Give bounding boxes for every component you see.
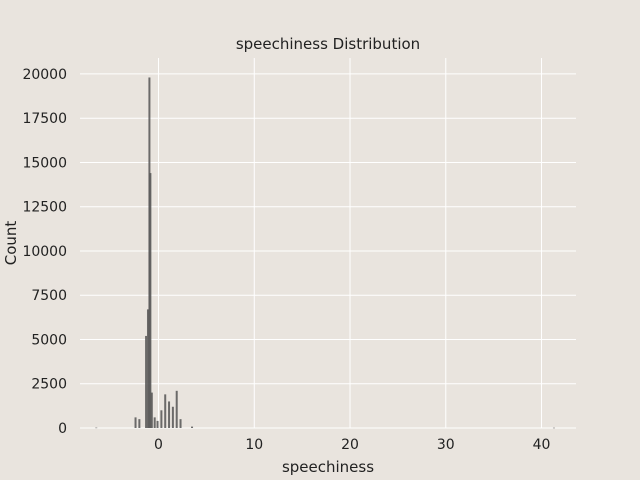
y-tick-label: 7500 — [31, 288, 67, 304]
histogram-bar — [191, 426, 194, 428]
histogram-bar — [175, 390, 178, 428]
y-tick-label: 10000 — [22, 244, 67, 260]
histogram-bar — [179, 419, 182, 428]
y-axis-ticks: 0 2500 5000 7500 10000 12500 15000 17500 20000 — [22, 67, 67, 437]
x-axis-ticks: 0 10 20 30 40 — [154, 437, 550, 453]
grid-lines — [80, 58, 576, 429]
y-tick-label: 2500 — [31, 377, 67, 393]
histogram-bar — [134, 417, 137, 428]
x-tick-label: 40 — [533, 437, 551, 453]
chart-title: speechiness Distribution — [236, 35, 420, 53]
histogram-bar — [171, 406, 174, 428]
histogram-bar — [149, 173, 152, 428]
histogram-bars — [95, 77, 555, 429]
x-tick-label: 30 — [437, 437, 455, 453]
histogram-bar — [168, 401, 171, 428]
histogram-bar — [138, 419, 141, 428]
histogram-bar — [95, 427, 98, 429]
x-tick-label: 20 — [341, 437, 359, 453]
y-tick-label: 15000 — [22, 155, 67, 171]
y-tick-label: 20000 — [22, 67, 67, 83]
x-axis-label: speechiness — [282, 458, 374, 476]
histogram-bar — [145, 335, 148, 428]
histogram-bar — [160, 410, 163, 428]
histogram-bar — [552, 427, 555, 429]
y-tick-label: 5000 — [31, 332, 67, 348]
y-tick-label: 12500 — [22, 200, 67, 216]
x-tick-label: 0 — [154, 437, 163, 453]
y-tick-label: 17500 — [22, 111, 67, 127]
x-tick-label: 10 — [245, 437, 263, 453]
histogram-bar — [164, 394, 167, 428]
y-tick-label: 0 — [58, 421, 67, 437]
histogram-bar — [150, 392, 153, 428]
histogram-bar — [156, 420, 159, 428]
y-axis-label: Count — [2, 221, 20, 266]
histogram-bar — [146, 309, 149, 428]
histogram-bar — [153, 417, 156, 428]
